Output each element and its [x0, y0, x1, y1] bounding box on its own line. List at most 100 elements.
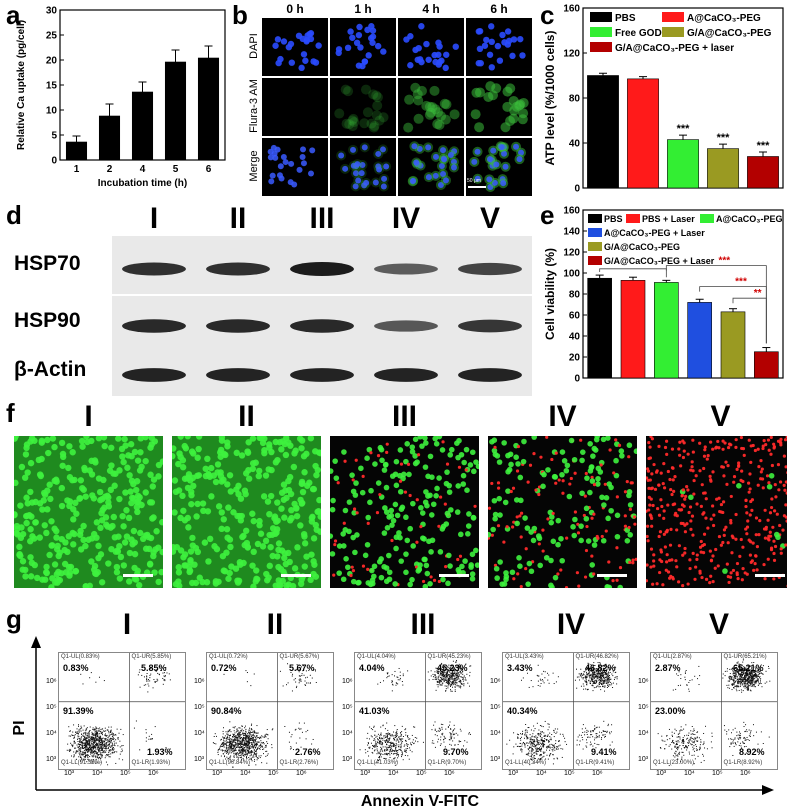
legend-label: G/A@CaCO₃-PEG — [687, 28, 772, 39]
x-tick-label: 10⁶ — [148, 770, 159, 777]
y-tick-label: 120 — [563, 49, 580, 60]
y-tick-label: 10⁶ — [490, 678, 501, 685]
quadrant-lr-small: Q1-LR(9.70%) — [427, 760, 467, 766]
quadrant-ur-value: 45.23% — [437, 663, 468, 673]
y-tick-label: 120 — [563, 248, 580, 259]
significance-bracket — [732, 297, 767, 344]
quadrant-ur-small: Q1-UR(5.67%) — [279, 654, 320, 660]
significance-mark: ** — [754, 288, 762, 299]
panel-f-live-dead: I II III IV V — [0, 398, 787, 598]
column-label: 6 h — [490, 2, 508, 16]
y-tick-label: 10³ — [194, 756, 205, 763]
micrograph-image — [267, 144, 316, 188]
panel-letter-b: b — [232, 0, 248, 30]
y-tick-label: 10⁴ — [46, 730, 57, 737]
quadrant-ur-value: 5.85% — [141, 663, 167, 673]
bar — [627, 78, 659, 189]
legend-swatch — [590, 42, 612, 52]
bar — [98, 115, 121, 161]
column-label: 1 h — [354, 2, 372, 16]
blot-band — [206, 368, 270, 382]
y-tick-label: 10⁵ — [638, 704, 649, 711]
significance-bracket — [599, 268, 667, 278]
band-label: HSP90 — [14, 309, 81, 332]
x-tick-label: 10⁴ — [388, 770, 399, 777]
micrograph-tile — [262, 138, 328, 196]
quadrant-lr-small: Q1-LR(9.41%) — [575, 760, 615, 766]
quadrant-ul-value: 4.04% — [359, 663, 385, 673]
x-tick-label: 10⁶ — [592, 770, 603, 777]
legend-label: A@CaCO₃-PEG — [687, 13, 761, 24]
y-axis-label: Cell viability (%) — [543, 248, 557, 340]
y-tick-label: 140 — [563, 227, 580, 238]
group-label: III — [391, 400, 417, 433]
scale-bar — [468, 186, 486, 188]
micrograph-tile — [466, 138, 532, 196]
quadrant-lr-value: 9.70% — [443, 747, 469, 757]
chart-e: 0 20 40 60 80 100 120 140 160 Cell viability (%) P… — [543, 206, 784, 385]
blot-band — [122, 262, 186, 276]
quadrant-ur-value: 5.67% — [289, 663, 315, 673]
bar — [707, 148, 739, 189]
group-label: III — [410, 608, 436, 641]
quadrant-ll-value: 23.00% — [655, 705, 686, 716]
significance-mark: *** — [757, 140, 771, 152]
x-tick-label: 10⁴ — [240, 770, 251, 777]
significance-bracket — [665, 265, 767, 344]
quadrant-ur-small: Q1-UR(46.82%) — [575, 654, 619, 660]
scale-bar — [281, 574, 311, 577]
panel-letter-f: f — [6, 398, 15, 428]
significance-mark: *** — [677, 123, 691, 135]
blot-strip — [112, 296, 532, 348]
flow-plot: Q1-UL(2.87%) Q1-UR(65.21%) Q1-LL(23.00%) Q1… — [650, 652, 778, 770]
band-label: β-Actin — [14, 358, 87, 381]
y-tick-label: 10⁶ — [46, 678, 57, 685]
micrograph-tile — [398, 18, 464, 76]
blot-band — [290, 262, 354, 276]
group-label: V — [710, 400, 731, 433]
scale-bar — [755, 574, 785, 577]
y-tick-label: 10⁵ — [46, 704, 57, 711]
bar — [654, 282, 679, 379]
y-tick-label: 10³ — [638, 756, 649, 763]
flow-plot: Q1-UL(3.43%) Q1-UR(46.82%) Q1-LL(40.34%) Q1… — [502, 652, 630, 770]
group-label: I — [122, 608, 132, 641]
column-label: 0 h — [286, 2, 304, 16]
y-axis-label: ATP level (%/1000 cells) — [543, 31, 557, 166]
significance-mark: *** — [735, 277, 747, 288]
quadrant-ur-value: 65.21% — [733, 663, 764, 673]
live-dead-tile — [14, 436, 163, 588]
quadrant-ll-small: Q1-LL(23.00%) — [653, 760, 695, 766]
blot-band — [458, 319, 522, 333]
scale-bar — [597, 574, 627, 577]
x-tick-label: 10⁵ — [712, 770, 723, 777]
bar — [747, 156, 779, 189]
y-tick-label: 10⁶ — [342, 678, 353, 685]
micrograph-tile — [466, 78, 532, 136]
blot-band — [458, 262, 522, 276]
bar — [687, 302, 712, 379]
micrograph-image — [469, 141, 527, 193]
x-axis-label: Annexin V-FITC — [361, 793, 480, 810]
quadrant-ul-small: Q1-UL(2.87%) — [653, 654, 692, 660]
y-tick-label: 10⁶ — [194, 678, 205, 685]
flow-scatter — [207, 653, 333, 769]
quadrant-ul-small: Q1-UL(4.04%) — [357, 654, 396, 660]
x-tick-label: 1 — [74, 164, 80, 175]
row-label: DAPI — [248, 33, 260, 59]
x-tick-label: 10⁵ — [120, 770, 131, 777]
bar — [587, 75, 619, 189]
x-tick-label: 10³ — [64, 770, 75, 777]
lane-label: I — [149, 202, 159, 235]
row-label: Merge — [248, 150, 260, 182]
legend-label: G/A@CaCO₃-PEG + Laser — [604, 256, 715, 266]
quadrant-lr-small: Q1-LR(1.93%) — [131, 760, 171, 766]
blot-band — [122, 368, 186, 382]
group-label: IV — [548, 400, 577, 433]
legend-swatch — [588, 228, 602, 237]
micrograph-image — [403, 82, 460, 133]
quadrant-lr-value: 2.76% — [295, 747, 321, 757]
legend-label: PBS — [604, 214, 623, 224]
legend-label: A@CaCO₃-PEG + Laser — [604, 228, 705, 238]
lane-label: IV — [391, 202, 421, 235]
